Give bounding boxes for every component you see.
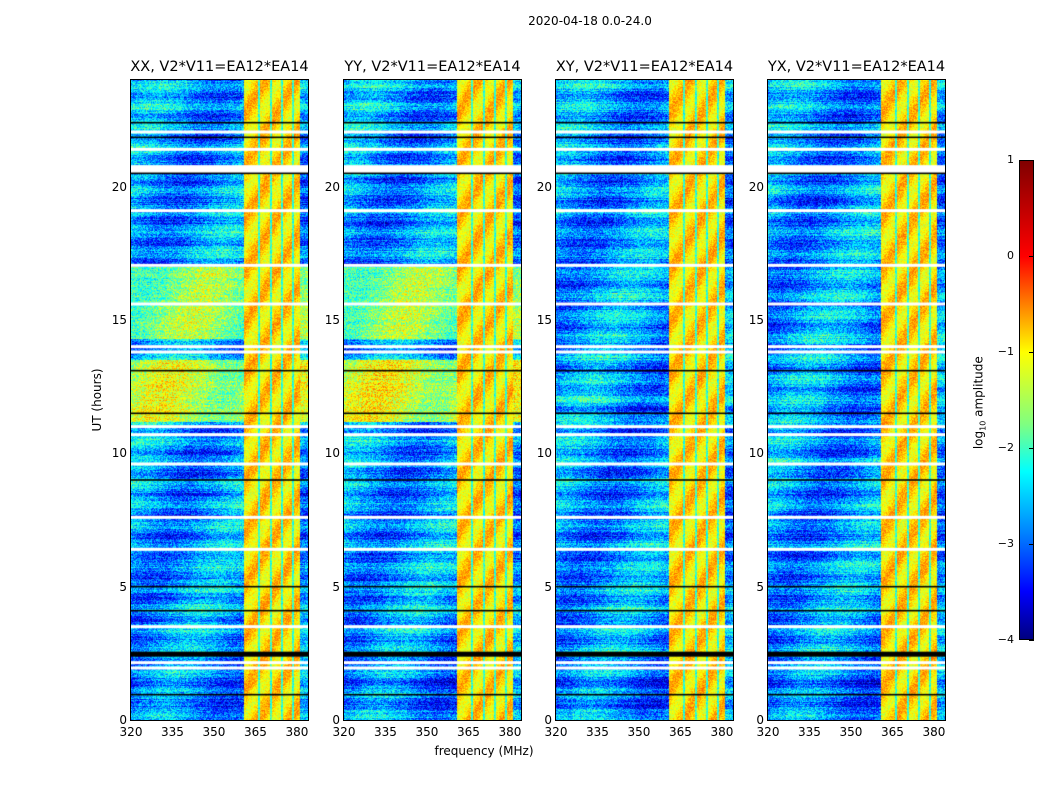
panel-title: XY, V2*V11=EA12*EA14 (555, 59, 734, 75)
panel-1: YY, V2*V11=EA12*EA14 320 335 350 365 380 0 5 10 1… (325, 59, 522, 738)
y-tick-label: 10 (536, 446, 552, 461)
colorbar-tick (1029, 256, 1034, 257)
spectrogram-heatmap (556, 80, 733, 720)
y-tick-label: 15 (536, 313, 552, 327)
x-tick-label: 335 (161, 725, 184, 739)
x-tick-label: 365 (244, 725, 267, 739)
x-tick-label: 320 (332, 725, 356, 739)
colorbar-tick-label: 0 (1007, 249, 1014, 262)
y-tick-label: 10 (324, 446, 340, 461)
y-tick-label: 10 (111, 446, 127, 461)
y-tick-label: 15 (324, 313, 340, 327)
x-tick-label: 320 (544, 725, 568, 739)
x-tick-label: 365 (669, 725, 692, 739)
panel-2: XY, V2*V11=EA12*EA14 320 335 350 365 380 0 5 10 1… (537, 59, 734, 738)
panel-0: XX, V2*V11=EA12*EA14 320 335 350 365 380 0 5 10 1… (112, 59, 309, 738)
colorbar-tick-label: 1 (1007, 153, 1014, 166)
y-axis-label: UT (hours) (90, 368, 104, 432)
x-axis-label: frequency (MHz) (434, 744, 534, 758)
colorbar-label: log10 amplitude (971, 356, 988, 450)
y-tick-label: 0 (756, 713, 764, 727)
y-tick-label: 20 (111, 179, 127, 194)
spectrogram-heatmap (344, 80, 521, 720)
panel-title: YY, V2*V11=EA12*EA14 (344, 59, 521, 75)
spectrogram-heatmap (768, 80, 945, 720)
y-tick-label: 20 (748, 179, 764, 194)
y-tick-label: 20 (536, 179, 552, 194)
y-tick-label: 0 (332, 713, 340, 727)
y-tick-label: 5 (544, 579, 552, 594)
x-tick-label: 380 (498, 725, 522, 739)
figure-title: 2020-04-18 0.0-24.0 (528, 14, 652, 28)
x-tick-label: 380 (922, 725, 946, 739)
x-tick-label: 320 (119, 725, 143, 739)
colorbar-tick (1029, 160, 1034, 161)
y-tick-label: 0 (544, 713, 552, 727)
colorbar-tick-label: −4 (997, 633, 1014, 646)
colorbar-tick (1029, 352, 1034, 353)
x-tick-label: 350 (839, 725, 863, 739)
colorbar (1019, 160, 1034, 640)
x-tick-label: 350 (415, 725, 439, 739)
panel-3: YX, V2*V11=EA12*EA14 320 335 350 365 380 0 5 10 1… (749, 59, 946, 738)
y-tick-label: 0 (119, 713, 127, 727)
x-tick-label: 335 (374, 725, 397, 739)
x-tick-label: 380 (710, 725, 734, 739)
y-tick-label: 5 (332, 579, 340, 594)
x-tick-label: 365 (881, 725, 904, 739)
x-tick-label: 380 (285, 725, 309, 739)
y-tick-label: 10 (748, 446, 764, 461)
spectrogram-heatmap (131, 80, 308, 720)
y-tick-label: 15 (111, 313, 127, 327)
colorbar-tick-label: −3 (997, 537, 1014, 550)
y-tick-label: 20 (324, 179, 340, 194)
colorbar-tick (1029, 544, 1034, 545)
x-tick-label: 350 (202, 725, 226, 739)
y-tick-label: 15 (748, 313, 764, 327)
colorbar-tick (1029, 640, 1034, 641)
x-tick-label: 320 (756, 725, 780, 739)
x-tick-label: 365 (457, 725, 480, 739)
y-tick-label: 5 (119, 579, 127, 594)
colorbar-tick-label: −1 (997, 345, 1014, 358)
panel-title: XX, V2*V11=EA12*EA14 (130, 59, 309, 75)
x-tick-label: 335 (586, 725, 609, 739)
colorbar-tick-label: −2 (997, 441, 1014, 454)
x-tick-label: 335 (798, 725, 821, 739)
y-tick-label: 5 (756, 579, 764, 594)
x-tick-label: 350 (627, 725, 651, 739)
colorbar-tick (1029, 448, 1034, 449)
panel-title: YX, V2*V11=EA12*EA14 (767, 59, 946, 75)
